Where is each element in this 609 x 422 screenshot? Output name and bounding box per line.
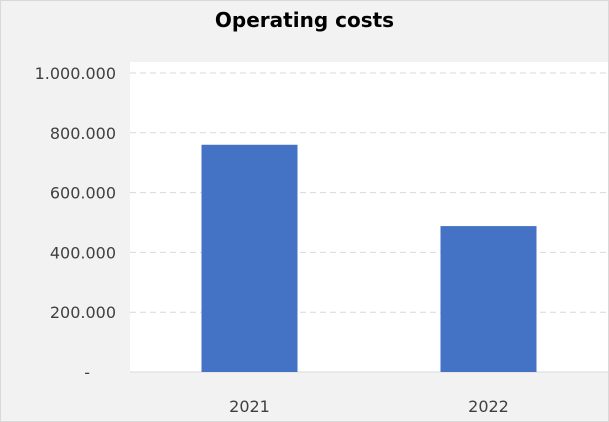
bars [201,144,537,372]
x-tick-label: 2022 [468,397,509,416]
chart-title: Operating costs [214,8,395,32]
x-axis: 2021 2022 [229,397,509,416]
y-tick-label: 400.000 [50,243,116,262]
y-tick-label: - [84,363,90,382]
y-tick-label: 200.000 [50,303,116,322]
y-tick-label: 800.000 [50,124,116,143]
bar-2022 [440,226,537,372]
y-tick-label: 600.000 [50,184,116,203]
bar-2021 [201,144,298,372]
y-tick-label: 1.000.000 [35,64,116,83]
x-tick-label: 2021 [229,397,270,416]
y-axis: - 200.000 400.000 600.000 800.000 1.000.000 [35,64,116,382]
